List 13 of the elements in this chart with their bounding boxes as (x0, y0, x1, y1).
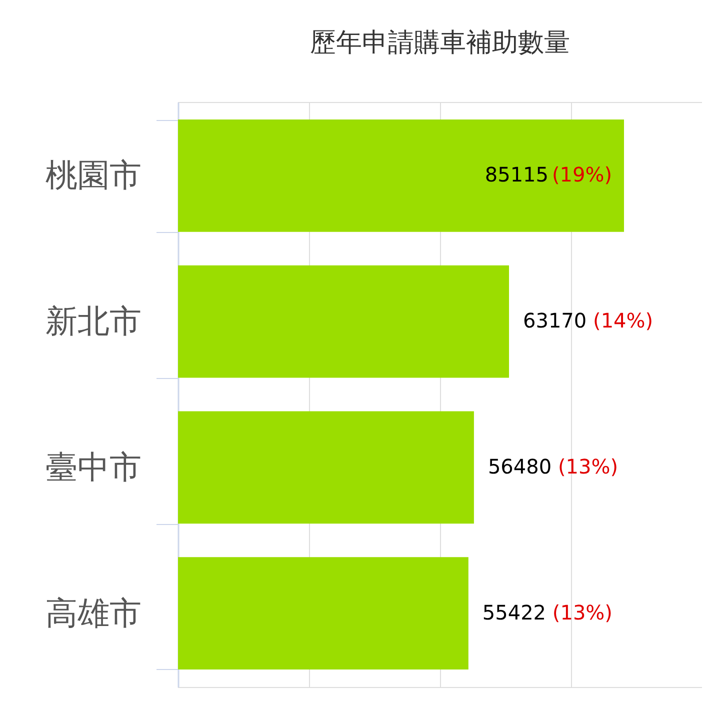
data-label: 85115 (19%) (484, 162, 612, 187)
bar (178, 557, 468, 670)
bar (178, 265, 510, 378)
bar (178, 411, 474, 524)
data-label: 56480 (13%) (488, 454, 618, 478)
y-tick-label: 桃園市 (46, 156, 142, 194)
bar (178, 120, 624, 232)
y-tick-label: 高雄市 (46, 594, 142, 632)
y-tick-label: 新北市 (46, 302, 142, 340)
data-label: 55422 (13%) (482, 600, 612, 624)
chart-title: 歷年申請購車補助數量 (310, 28, 570, 58)
data-label: 63170 (14%) (523, 308, 654, 333)
y-tick-label: 臺中市 (46, 448, 142, 486)
